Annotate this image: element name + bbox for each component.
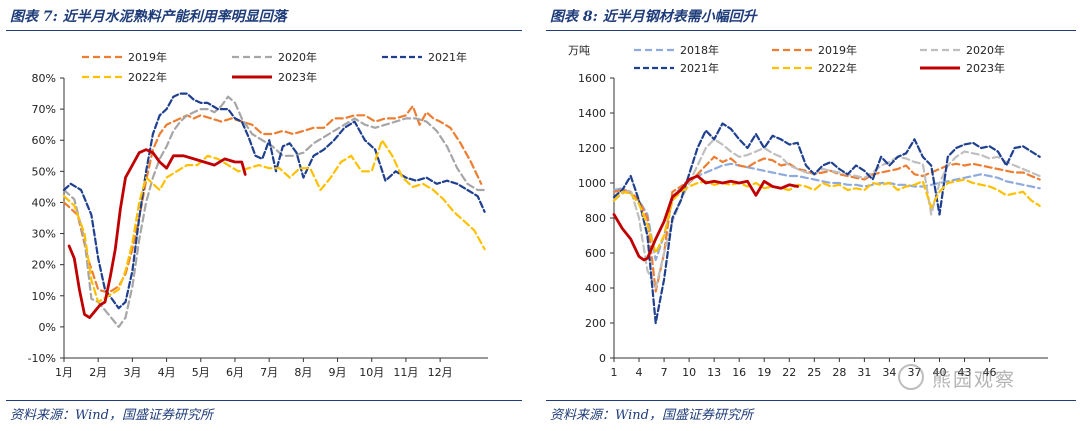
legend-entry: 2018年 (634, 43, 719, 57)
series-line-2021年 (62, 92, 486, 310)
legend-label: 2023年 (966, 61, 1005, 75)
series-line-2021年 (612, 122, 1041, 325)
x-tick-label: 10月 (359, 366, 384, 379)
source-rule (546, 400, 1076, 401)
y-tick-label: 600 (585, 247, 606, 260)
x-tick-label: 22 (782, 366, 796, 379)
legend-entry: 2022年 (772, 61, 857, 75)
x-tick-label: 1 (611, 366, 618, 379)
watermark: 熊园观察 (898, 362, 1068, 392)
x-tick-label: 43 (958, 366, 972, 379)
y-tick-label: 1600 (578, 72, 606, 85)
x-tick-label: 6月 (226, 366, 244, 379)
y-tick-label: 0 (599, 352, 606, 365)
legend-label: 2018年 (680, 43, 719, 57)
legend-entry: 2022年 (82, 70, 167, 84)
legend-entry: 2021年 (382, 50, 467, 64)
y-tick-label: 0% (39, 321, 56, 334)
legend-entry: 2023年 (920, 61, 1005, 75)
x-tick-label: 12月 (428, 366, 453, 379)
y-tick-label: 1400 (578, 107, 606, 120)
x-tick-label: 9月 (329, 366, 347, 379)
x-tick-label: 16 (732, 366, 746, 379)
legend-label: 2020年 (966, 43, 1005, 57)
x-tick-label: 3月 (123, 366, 141, 379)
source-note: 资料来源：Wind，国盛证券研究所 (550, 408, 753, 423)
y-tick-label: 50% (32, 165, 56, 178)
y-tick-label: -10% (28, 352, 56, 365)
y-tick-label: 1000 (578, 177, 606, 190)
x-tick-label: 40 (933, 366, 947, 379)
steel-demand-chart: 0 200 400 600 800 1000 1200 1400 1600 1 4 7 10 13 16 19… (568, 43, 1048, 379)
legend-label: 2022年 (818, 61, 857, 75)
x-tick-label: 19 (757, 366, 771, 379)
source-note: 资料来源：Wind，国盛证券研究所 (10, 408, 213, 423)
legend-entry: 2023年 (232, 70, 317, 84)
x-tick-label: 4 (636, 366, 643, 379)
y-tick-label: 200 (585, 317, 606, 330)
y-tick-label: 70% (32, 103, 56, 116)
y-tick-label: 400 (585, 282, 606, 295)
series-line-2020年 (612, 138, 1041, 290)
y-tick-label: 60% (32, 134, 56, 147)
title-rule (6, 30, 522, 31)
legend-entry: 2020年 (920, 43, 1005, 57)
legend-label: 2019年 (128, 50, 167, 64)
legend-label: 2022年 (128, 70, 167, 84)
x-tick-label: 7 (661, 366, 668, 379)
series-line-2019年 (612, 155, 1041, 293)
x-tick-label: 7月 (260, 366, 278, 379)
x-tick-label: 1月 (55, 366, 73, 379)
x-tick-label: 5月 (192, 366, 210, 379)
legend-label: 2021年 (680, 61, 719, 75)
x-tick-label: 8月 (294, 366, 312, 379)
legend-label: 2019年 (818, 43, 857, 57)
series-line-2019年 (62, 104, 483, 294)
legend-entry: 2019年 (772, 43, 857, 57)
legend-entry: 2020年 (232, 50, 317, 64)
x-tick-label: 34 (882, 366, 896, 379)
x-tick-label: 4月 (158, 366, 176, 379)
series-line-2023年 (612, 174, 799, 262)
series-line-2022年 (612, 178, 1041, 255)
y-tick-label: 40% (32, 196, 56, 209)
legend-entry: 2021年 (634, 61, 719, 75)
figure-title: 图表 8: 近半月钢材表需小幅回升 (550, 9, 757, 25)
legend-label: 2023年 (278, 70, 317, 84)
x-tick-label: 11月 (393, 366, 418, 379)
legend-label: 2021年 (428, 50, 467, 64)
chart-panel-cement: 图表 7: 近半月水泥熟料产能利用率明显回落 -10% 0% 10% 20% 30% 40… (0, 0, 528, 431)
y-tick-label: 20% (32, 259, 56, 272)
y-tick-label: 80% (32, 72, 56, 85)
chart-panel-steel: 图表 8: 近半月钢材表需小幅回升 0 200 400 600 800 1000 1200 1… (540, 0, 1080, 431)
x-tick-label: 28 (832, 366, 846, 379)
x-tick-label: 31 (857, 366, 871, 379)
x-tick-label: 13 (707, 366, 721, 379)
y-tick-label: 10% (32, 290, 56, 303)
legend-label: 2020年 (278, 50, 317, 64)
y-tick-label: 1200 (578, 142, 606, 155)
legend-entry: 2019年 (82, 50, 167, 64)
x-tick-label: 25 (807, 366, 821, 379)
wechat-icon (898, 364, 924, 390)
x-tick-label: 2月 (89, 366, 107, 379)
x-tick-label: 46 (983, 366, 997, 379)
watermark-text: 熊园观察 (932, 369, 1017, 391)
series-line-2020年 (62, 95, 486, 328)
cement-utilization-chart: -10% 0% 10% 20% 30% 40% 50% 60% 70% 80% 1月 2月 3月 4月 5月… (28, 50, 488, 379)
y-tick-label: 30% (32, 228, 56, 241)
figure-title: 图表 7: 近半月水泥熟料产能利用率明显回落 (10, 9, 287, 25)
series-line-2018年 (612, 162, 1041, 262)
series-line-2023年 (67, 148, 247, 319)
title-rule (546, 30, 1076, 31)
series-line-2022年 (62, 139, 486, 304)
source-rule (6, 400, 522, 401)
y-axis-unit: 万吨 (568, 44, 590, 57)
x-tick-label: 10 (682, 366, 696, 379)
y-tick-label: 800 (585, 212, 606, 225)
